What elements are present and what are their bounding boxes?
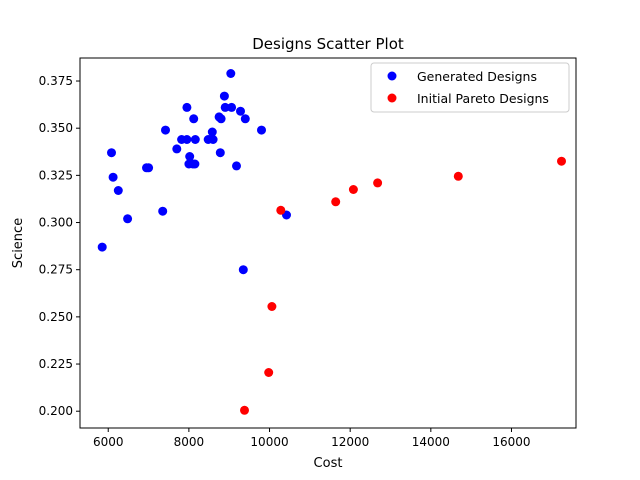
legend-marker-generated-designs xyxy=(387,71,397,81)
y-tick-label: 0.350 xyxy=(39,121,73,135)
x-axis-label: Cost xyxy=(314,456,343,471)
point-generated-designs xyxy=(97,242,107,252)
point-generated-designs xyxy=(257,125,266,135)
point-generated-designs xyxy=(219,91,229,101)
plot-area-frame xyxy=(79,57,577,429)
point-generated-designs xyxy=(220,102,230,112)
point-generated-designs xyxy=(215,148,225,158)
y-tick-label: 0.275 xyxy=(39,263,73,277)
point-generated-designs xyxy=(182,135,192,144)
x-tick-label: 6000 xyxy=(93,435,124,449)
point-generated-designs xyxy=(144,163,154,173)
point-initial-pareto-designs xyxy=(264,368,274,377)
legend-box xyxy=(370,62,570,113)
y-axis-label: Science xyxy=(11,218,26,268)
legend: Generated Designs Initial Pareto Designs xyxy=(370,62,570,113)
point-initial-pareto-designs xyxy=(453,171,463,181)
y-tick-label: 0.225 xyxy=(39,357,73,371)
point-initial-pareto-designs xyxy=(557,156,566,166)
x-tick-label: 10000 xyxy=(250,435,288,449)
point-generated-designs xyxy=(238,265,248,275)
y-tick-label: 0.200 xyxy=(39,404,73,418)
y-tick-label: 0.375 xyxy=(39,74,73,88)
legend-label-generated-designs: Generated Designs xyxy=(417,69,537,84)
y-tick-label: 0.300 xyxy=(39,216,73,230)
point-initial-pareto-designs xyxy=(276,205,286,215)
point-generated-designs xyxy=(107,148,116,158)
point-generated-designs xyxy=(172,144,182,154)
point-generated-designs xyxy=(113,186,123,195)
point-generated-designs xyxy=(185,152,195,161)
point-initial-pareto-designs xyxy=(331,197,341,207)
chart-title: Designs Scatter Plot xyxy=(252,35,404,53)
x-tick-label: 16000 xyxy=(492,435,530,449)
point-generated-designs xyxy=(232,161,241,171)
point-generated-designs xyxy=(216,114,226,124)
x-tick-label: 8000 xyxy=(174,435,205,449)
point-initial-pareto-designs xyxy=(267,302,277,311)
point-initial-pareto-designs xyxy=(240,405,249,415)
x-axis-ticks: 6000 8000 10000 12000 14000 16000 xyxy=(93,428,531,449)
point-generated-designs xyxy=(158,206,168,216)
x-tick-label: 12000 xyxy=(331,435,369,449)
point-initial-pareto-designs xyxy=(348,185,358,194)
point-generated-designs xyxy=(227,102,237,112)
point-generated-designs xyxy=(189,114,199,124)
point-initial-pareto-designs xyxy=(373,178,383,188)
point-generated-designs xyxy=(240,114,250,124)
y-tick-label: 0.250 xyxy=(39,310,73,324)
point-generated-designs xyxy=(190,135,200,144)
point-generated-designs xyxy=(161,125,170,135)
point-generated-designs xyxy=(208,135,218,144)
y-axis-ticks: 0.200 0.225 0.250 0.275 0.300 0.325 0.350 0.375 xyxy=(39,74,80,418)
point-generated-designs xyxy=(190,159,200,169)
point-generated-designs xyxy=(182,102,192,112)
point-generated-designs xyxy=(236,106,245,116)
y-tick-label: 0.325 xyxy=(39,168,73,182)
legend-marker-initial-pareto-designs xyxy=(387,93,397,103)
point-generated-designs xyxy=(108,172,118,182)
point-generated-designs xyxy=(123,214,133,224)
point-generated-designs xyxy=(207,127,217,137)
x-tick-label: 14000 xyxy=(412,435,450,449)
point-generated-designs xyxy=(226,69,236,78)
legend-label-initial-pareto-designs: Initial Pareto Designs xyxy=(417,91,549,106)
data-points xyxy=(97,69,566,415)
